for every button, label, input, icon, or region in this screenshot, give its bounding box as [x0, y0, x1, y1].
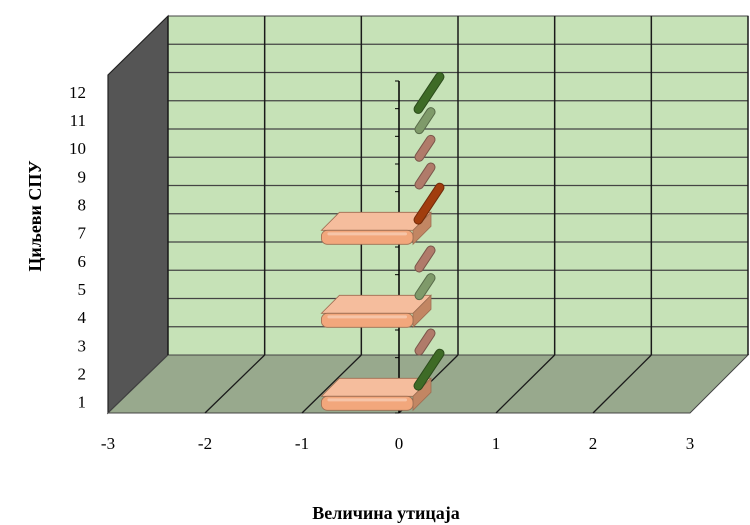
bar-series	[320, 72, 445, 412]
bar-category-11	[414, 107, 436, 135]
bar-highlight	[327, 232, 407, 236]
bar-capsule	[415, 135, 435, 161]
bar-capsule	[415, 274, 435, 300]
floor-gridline	[301, 354, 362, 414]
floor-gridline	[592, 354, 652, 414]
bar-category-1	[320, 377, 432, 412]
bar-capsule	[414, 183, 444, 224]
y-tick-label: 6	[78, 252, 87, 271]
y-tick-label: 11	[70, 111, 86, 130]
bar-capsule	[415, 163, 435, 189]
bar-capsule	[414, 349, 444, 390]
y-tick-label: 1	[78, 393, 87, 412]
x-tick-label: -2	[198, 434, 212, 453]
y-tick-label: 12	[69, 83, 86, 102]
x-tick-label: 2	[589, 434, 598, 453]
x-tick-label: 1	[492, 434, 501, 453]
y-tick-label: 9	[78, 167, 87, 186]
floor-gridline	[495, 354, 556, 414]
floor-gridline	[204, 354, 266, 414]
bar-category-9	[414, 162, 436, 190]
y-tick-label: 4	[78, 308, 87, 327]
bar-front-face	[320, 312, 414, 328]
bar-category-5	[414, 273, 436, 301]
y-tick-label: 5	[78, 280, 87, 299]
x-axis-title: Величина утицаја	[312, 503, 459, 523]
side-wall	[107, 14, 169, 415]
bar-highlight	[327, 315, 407, 319]
bar-category-6	[414, 245, 436, 273]
bar-front-face	[320, 395, 414, 411]
bar-category-10	[414, 134, 436, 162]
bar-category-12	[413, 72, 445, 114]
y-tick-label: 3	[78, 336, 87, 355]
bar-category-2	[413, 348, 445, 391]
bar-category-3	[414, 328, 436, 356]
y-tick-label: 10	[69, 139, 86, 158]
x-tick-label: -3	[101, 434, 115, 453]
x-tick-label: 3	[686, 434, 695, 453]
bar-highlight	[327, 398, 407, 402]
x-tick-label: 0	[395, 434, 404, 453]
bar-category-8	[413, 182, 445, 225]
bar-category-7	[320, 211, 432, 246]
bar-capsule	[415, 329, 435, 355]
x-tick-label: -1	[295, 434, 309, 453]
y-tick-label: 7	[78, 224, 87, 243]
y-tick-label: 2	[78, 365, 87, 384]
bar-front-face	[320, 229, 414, 245]
x-tick-labels: -3 -2 -1 0 1 2 3	[101, 434, 694, 453]
bar-capsule	[415, 108, 435, 134]
bar-category-4	[320, 294, 432, 329]
bar-capsule	[415, 246, 435, 272]
bar-capsule	[414, 73, 444, 113]
bar-top-face	[320, 294, 432, 314]
y-tick-label: 8	[78, 196, 87, 215]
y-axis-title: Циљеви СПУ	[25, 160, 45, 271]
side-wall-panel	[107, 14, 169, 415]
